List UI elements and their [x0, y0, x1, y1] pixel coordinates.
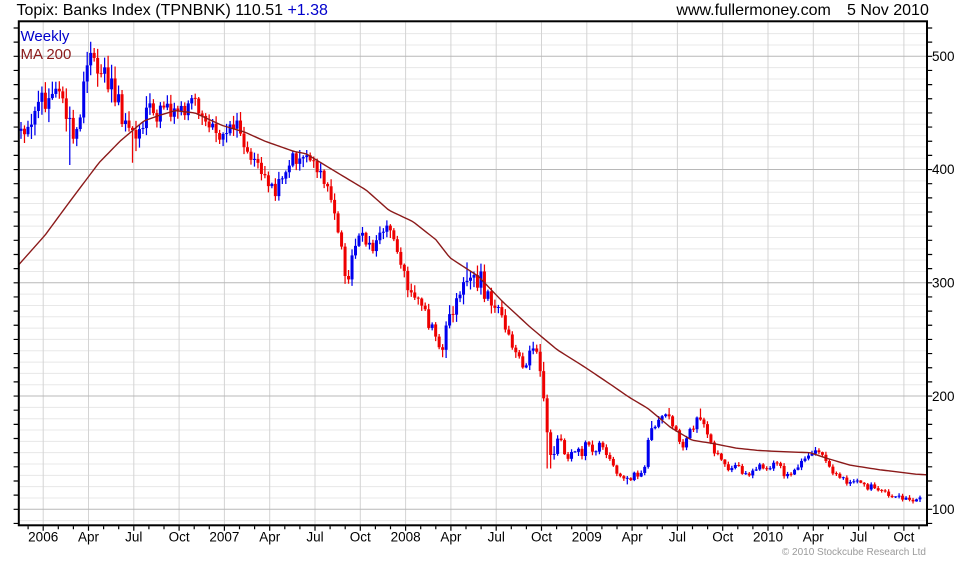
svg-text:Weekly: Weekly — [21, 28, 70, 45]
svg-text:Jul: Jul — [669, 530, 686, 545]
svg-text:Jul: Jul — [125, 530, 142, 545]
svg-text:Apr: Apr — [440, 530, 462, 545]
svg-text:Oct: Oct — [893, 530, 914, 545]
svg-text:www.fullermoney.com: www.fullermoney.com — [675, 2, 830, 19]
svg-text:Oct: Oct — [712, 530, 733, 545]
svg-text:5 Nov 2010: 5 Nov 2010 — [847, 2, 929, 19]
svg-text:Jul: Jul — [850, 530, 867, 545]
svg-text:MA 200: MA 200 — [21, 46, 72, 63]
svg-text:2010: 2010 — [753, 530, 783, 545]
svg-text:Jul: Jul — [306, 530, 323, 545]
svg-text:Oct: Oct — [350, 530, 371, 545]
svg-text:100: 100 — [932, 502, 955, 517]
svg-text:Apr: Apr — [622, 530, 644, 545]
svg-text:200: 200 — [932, 389, 955, 404]
svg-text:400: 400 — [932, 162, 955, 177]
svg-text:Oct: Oct — [531, 530, 552, 545]
svg-text:2008: 2008 — [391, 530, 421, 545]
svg-text:Oct: Oct — [169, 530, 190, 545]
svg-text:2007: 2007 — [209, 530, 239, 545]
svg-text:300: 300 — [932, 276, 955, 291]
svg-text:2006: 2006 — [28, 530, 58, 545]
svg-text:© 2010 Stockcube Research Ltd: © 2010 Stockcube Research Ltd — [782, 547, 926, 558]
svg-text:Apr: Apr — [78, 530, 100, 545]
svg-text:Topix: Banks Index (TPNBNK) 11: Topix: Banks Index (TPNBNK) 110.51 +1.38 — [17, 2, 329, 19]
svg-text:2009: 2009 — [572, 530, 602, 545]
svg-text:500: 500 — [932, 49, 955, 64]
svg-text:Apr: Apr — [803, 530, 825, 545]
svg-text:Apr: Apr — [259, 530, 281, 545]
svg-text:Jul: Jul — [488, 530, 505, 545]
